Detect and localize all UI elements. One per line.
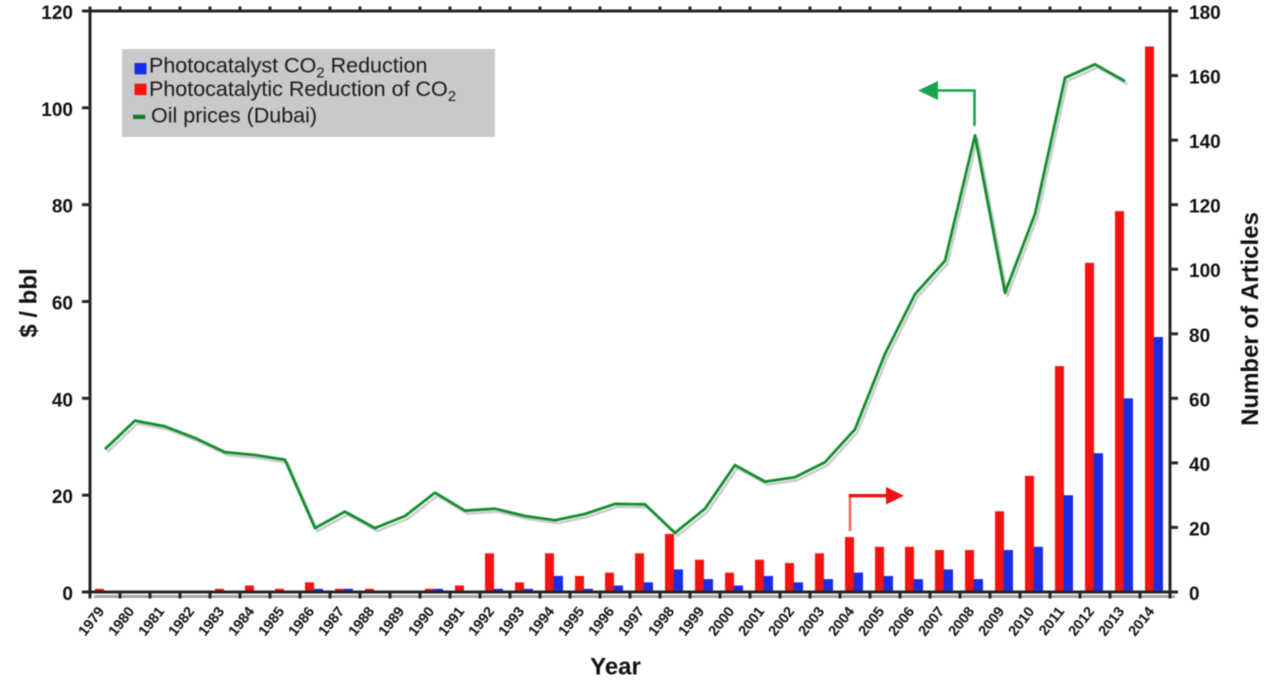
svg-text:120: 120 bbox=[41, 3, 73, 24]
svg-text:80: 80 bbox=[52, 197, 73, 218]
svg-text:100: 100 bbox=[41, 100, 73, 121]
svg-text:Year: Year bbox=[590, 654, 641, 681]
svg-text:40: 40 bbox=[52, 390, 73, 411]
svg-text:140: 140 bbox=[1189, 132, 1221, 153]
svg-text:60: 60 bbox=[1189, 390, 1210, 411]
svg-text:20: 20 bbox=[52, 487, 73, 508]
svg-text:60: 60 bbox=[52, 294, 73, 315]
svg-text:20: 20 bbox=[1189, 519, 1210, 540]
svg-text:120: 120 bbox=[1189, 197, 1221, 218]
svg-text:80: 80 bbox=[1189, 326, 1210, 347]
svg-text:0: 0 bbox=[1189, 584, 1200, 605]
svg-text:Photocatalytic Reduction of CO: Photocatalytic Reduction of CO2 bbox=[149, 77, 456, 105]
svg-text:Photocatalyst CO2 Reduction: Photocatalyst CO2 Reduction bbox=[149, 54, 427, 82]
svg-text:$ / bbl: $ / bbl bbox=[16, 268, 43, 337]
svg-text:Number of Articles: Number of Articles bbox=[1237, 212, 1264, 426]
svg-text:0: 0 bbox=[62, 584, 73, 605]
svg-text:40: 40 bbox=[1189, 455, 1210, 476]
svg-text:160: 160 bbox=[1189, 68, 1221, 89]
svg-text:100: 100 bbox=[1189, 261, 1221, 282]
svg-text:Oil prices (Dubai): Oil prices (Dubai) bbox=[151, 104, 317, 128]
svg-text:180: 180 bbox=[1189, 3, 1221, 24]
